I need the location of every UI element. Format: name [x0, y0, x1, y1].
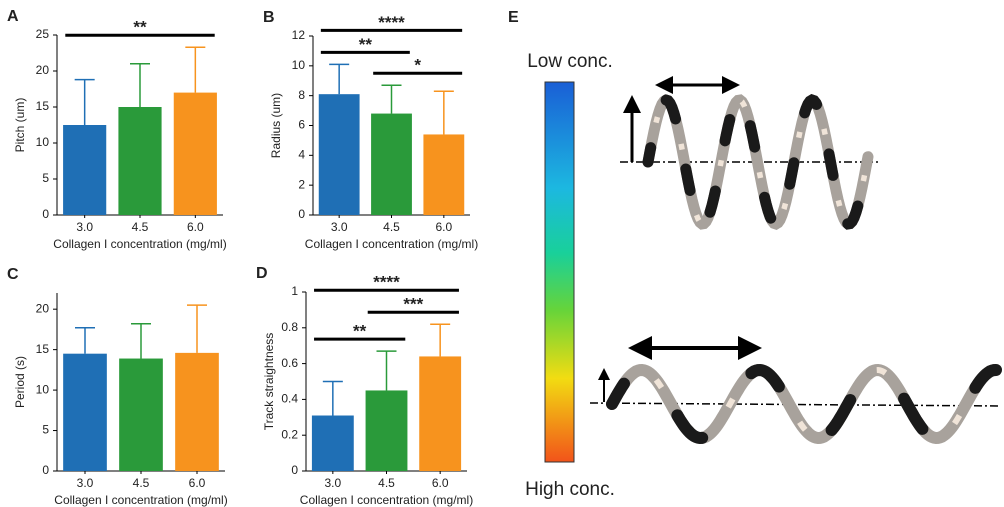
- x-axis-label: Collagen I concentration (mg/ml): [53, 237, 226, 251]
- y-axis-label: Pitch (um): [13, 98, 27, 153]
- bar: [173, 92, 217, 215]
- x-tick-label: 4.5: [383, 220, 400, 234]
- x-axis-label: Collagen I concentration (mg/ml): [300, 493, 473, 507]
- bar: [419, 356, 462, 471]
- x-tick-label: 6.0: [187, 220, 204, 234]
- y-tick-label: 8: [298, 88, 305, 102]
- helix-diagram: [589, 76, 1002, 445]
- x-tick-label: 3.0: [331, 220, 348, 234]
- axis-line: [589, 402, 1001, 407]
- bar: [311, 415, 354, 471]
- bar: [119, 358, 163, 471]
- y-tick-label: 10: [292, 58, 306, 72]
- significance-label: ****: [373, 273, 400, 292]
- x-tick-label: 6.0: [189, 476, 206, 490]
- y-tick-label: 0: [298, 207, 305, 221]
- x-tick-label: 6.0: [435, 220, 452, 234]
- x-tick-label: 4.5: [133, 476, 150, 490]
- y-tick-label: 6: [298, 118, 305, 132]
- bar: [371, 113, 412, 215]
- significance-label: **: [133, 18, 147, 37]
- panel-letter: B: [263, 9, 275, 26]
- bar: [365, 390, 408, 471]
- helix-shade: [642, 93, 874, 231]
- y-tick-label: 4: [298, 148, 305, 162]
- y-tick-label: 20: [36, 63, 50, 77]
- x-tick-label: 6.0: [432, 476, 449, 490]
- bar: [423, 134, 465, 215]
- x-tick-label: 3.0: [77, 476, 94, 490]
- y-tick-label: 15: [36, 99, 50, 113]
- bottom-label: High conc.: [525, 479, 615, 500]
- significance-label: *: [414, 56, 421, 75]
- top-label: Low conc.: [527, 51, 613, 72]
- panel-letter: C: [7, 266, 19, 283]
- y-tick-label: 0.2: [281, 427, 298, 441]
- significance-label: **: [353, 322, 367, 341]
- y-axis-label: Radius (um): [269, 93, 283, 158]
- y-tick-label: 0.8: [281, 320, 298, 334]
- helix-shade: [606, 363, 1002, 445]
- panel-letter: A: [7, 8, 19, 25]
- y-axis-label: Period (s): [13, 356, 27, 408]
- bar: [63, 125, 107, 215]
- x-axis-label: Collagen I concentration (mg/ml): [305, 237, 478, 251]
- y-tick-label: 25: [36, 27, 50, 41]
- y-axis-label: Track straightness: [262, 333, 276, 431]
- y-tick-label: 0: [42, 463, 49, 477]
- bar: [175, 352, 219, 471]
- bar: [118, 107, 162, 215]
- panel-letter: D: [256, 265, 268, 282]
- y-tick-label: 20: [36, 301, 50, 315]
- y-tick-label: 10: [36, 382, 50, 396]
- y-tick-label: 0: [291, 463, 298, 477]
- panel-letter: E: [508, 9, 519, 26]
- y-tick-label: 10: [36, 135, 50, 149]
- x-tick-label: 4.5: [132, 220, 149, 234]
- concentration-bar: [544, 81, 575, 463]
- significance-label: **: [359, 35, 373, 54]
- significance-label: ****: [378, 13, 405, 32]
- y-tick-label: 1: [291, 284, 298, 298]
- y-tick-label: 0.6: [281, 356, 298, 370]
- x-tick-label: 4.5: [378, 476, 395, 490]
- y-tick-label: 2: [298, 177, 305, 191]
- y-tick-label: 15: [36, 342, 50, 356]
- y-tick-label: 0: [42, 207, 49, 221]
- y-tick-label: 0.4: [281, 392, 298, 406]
- x-tick-label: 3.0: [324, 476, 341, 490]
- y-tick-label: 5: [42, 171, 49, 185]
- y-tick-label: 12: [292, 28, 306, 42]
- bar: [318, 94, 360, 215]
- significance-label: ***: [403, 295, 423, 314]
- bar: [63, 353, 107, 471]
- x-tick-label: 3.0: [76, 220, 93, 234]
- helix-highlight: [609, 366, 997, 442]
- x-axis-label: Collagen I concentration (mg/ml): [54, 493, 227, 507]
- y-tick-label: 5: [42, 423, 49, 437]
